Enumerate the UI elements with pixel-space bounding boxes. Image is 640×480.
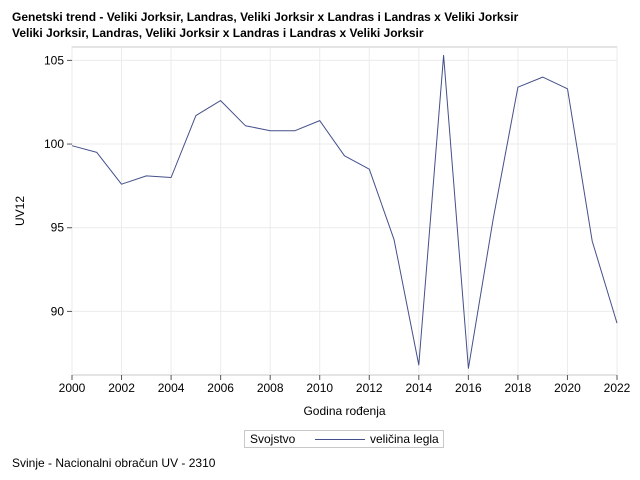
data-point [492, 218, 495, 221]
x-tick-label: 2018 [505, 381, 532, 395]
x-tick-label: 2022 [604, 381, 631, 395]
data-point [194, 114, 197, 117]
y-tick-label: 100 [44, 137, 64, 151]
x-tick-label: 2014 [405, 381, 432, 395]
data-point [293, 129, 296, 132]
legend-entry-label: veličina legla [370, 432, 439, 446]
x-tick-label: 2000 [59, 381, 86, 395]
data-point [566, 87, 569, 90]
data-point [393, 238, 396, 241]
data-point [417, 363, 420, 366]
x-axis: 2000 2002 2004 2006 2008 2010 2012 2014 2016 2018… [59, 375, 631, 395]
x-tick-label: 2004 [158, 381, 185, 395]
data-point [318, 119, 321, 122]
x-tick-label: 2002 [108, 381, 135, 395]
data-point [467, 367, 470, 370]
y-tick-label: 105 [44, 53, 64, 67]
series-line [71, 54, 618, 369]
data-point [442, 54, 445, 57]
plot-area [71, 46, 618, 376]
data-point [244, 124, 247, 127]
data-point [219, 99, 222, 102]
data-point [516, 86, 519, 89]
data-point [145, 174, 148, 177]
x-tick-label: 2010 [306, 381, 333, 395]
y-axis-label: UV12 [13, 196, 27, 226]
chart-title: Genetski trend - Veliki Jorksir, Landras… [12, 10, 519, 24]
chart-subtitle: Veliki Jorksir, Landras, Veliki Jorksir … [12, 26, 424, 40]
data-point [71, 144, 74, 147]
legend: Svojstvo veličina legla [244, 430, 444, 448]
data-point [120, 183, 123, 186]
x-tick-label: 2006 [207, 381, 234, 395]
x-tick-label: 2020 [554, 381, 581, 395]
grid-lines [71, 47, 618, 375]
x-axis-label: Godina rođenja [303, 404, 385, 418]
series-layer [71, 54, 619, 370]
x-tick-label: 2012 [356, 381, 383, 395]
legend-title: Svojstvo [250, 432, 296, 446]
data-point [591, 240, 594, 243]
footnote: Svinje - Nacionalni obračun UV - 2310 [12, 456, 216, 470]
data-point [368, 168, 371, 171]
legend-line-swatch [315, 439, 365, 440]
data-point [95, 151, 98, 154]
y-tick-label: 95 [51, 221, 65, 235]
y-axis: 90 95 100 105 [44, 53, 72, 318]
data-point [269, 129, 272, 132]
data-point [343, 154, 346, 157]
data-point [170, 176, 173, 179]
y-tick-label: 90 [51, 304, 65, 318]
x-tick-label: 2008 [257, 381, 284, 395]
data-point [616, 322, 619, 325]
x-tick-label: 2016 [455, 381, 482, 395]
data-point [541, 76, 544, 79]
